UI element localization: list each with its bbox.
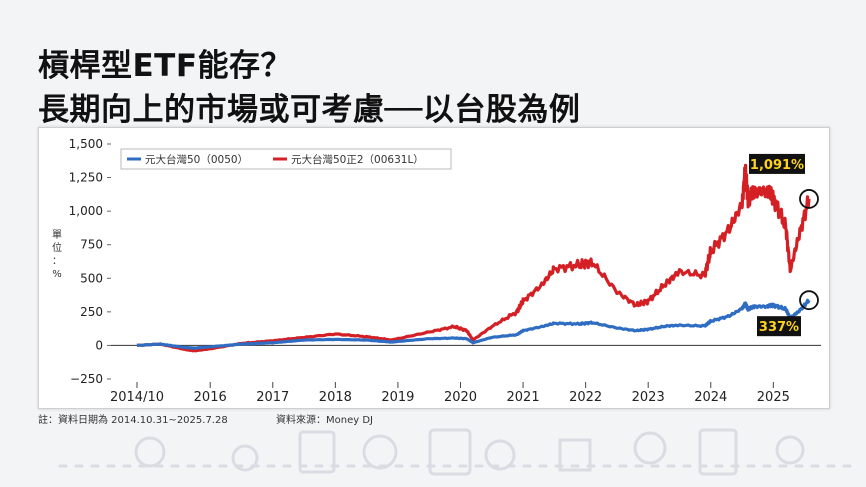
- line-chart: −250 0 250 500 750 1,000 1,250 1,500 單位：% 2014/…: [52, 137, 821, 405]
- y-tick-label: −250: [70, 372, 103, 386]
- x-tick-label: 2020: [444, 390, 477, 405]
- x-tick-label: 2025: [757, 390, 790, 405]
- x-tick-label: 2022: [569, 390, 602, 405]
- title-line-2: 長期向上的市場或可考慮──以台股為例: [38, 92, 581, 128]
- y-axis-label: 單位：%: [52, 229, 62, 280]
- legend-label: 元大台灣50（0050）: [145, 153, 248, 166]
- x-tick-label: 2021: [507, 390, 540, 405]
- x-tick-label: 2017: [256, 390, 289, 405]
- callout-box: [757, 316, 801, 337]
- y-tick-label: 1,000: [69, 204, 103, 218]
- x-tick-label: 2016: [194, 390, 227, 405]
- series-line-0050: [136, 298, 811, 350]
- x-tick-label: 2018: [319, 390, 352, 405]
- callout-label: 1,091%: [750, 158, 804, 173]
- series-line-00631L: [136, 163, 811, 353]
- callout-label: 337%: [759, 320, 799, 335]
- y-axis-ticks: −250 0 250 500 750 1,000 1,250 1,500: [69, 137, 111, 386]
- callout-circle: [799, 290, 819, 311]
- footnote-source: 資料來源：Money DJ: [276, 415, 373, 426]
- callout-circle: [799, 189, 819, 209]
- end-value-callouts: 1,091% 337%: [749, 153, 819, 337]
- svg-text:單位：%: 單位：%: [52, 229, 62, 280]
- legend: 元大台灣50（0050） 元大台灣50正2（00631L）: [120, 148, 452, 170]
- x-tick-label: 2024: [694, 390, 727, 405]
- y-tick-label: 250: [80, 305, 103, 319]
- legend-label: 元大台灣50正2（00631L）: [291, 153, 424, 166]
- y-tick-label: 0: [95, 338, 103, 352]
- y-tick-label: 500: [80, 271, 103, 285]
- title-line-1: 槓桿型ETF能存？: [38, 48, 292, 84]
- footnote-dates: 註：資料日期為 2014.10.31~2025.7.28: [38, 415, 228, 426]
- series-lines: [136, 163, 811, 353]
- x-tick-label: 2019: [381, 390, 414, 405]
- y-tick-label: 750: [80, 238, 103, 252]
- x-axis-ticks: 2014/10 2016 2017 2018 2019 2020 2021 2022 2023 2…: [110, 382, 790, 405]
- x-tick-label: 2023: [632, 390, 665, 405]
- chart-panel: −250 0 250 500 750 1,000 1,250 1,500 單位：% 2014/…: [38, 127, 830, 409]
- callout-box: [749, 153, 805, 174]
- y-tick-label: 1,250: [69, 171, 103, 185]
- y-tick-label: 1,500: [69, 137, 103, 151]
- x-tick-label: 2014/10: [110, 390, 164, 405]
